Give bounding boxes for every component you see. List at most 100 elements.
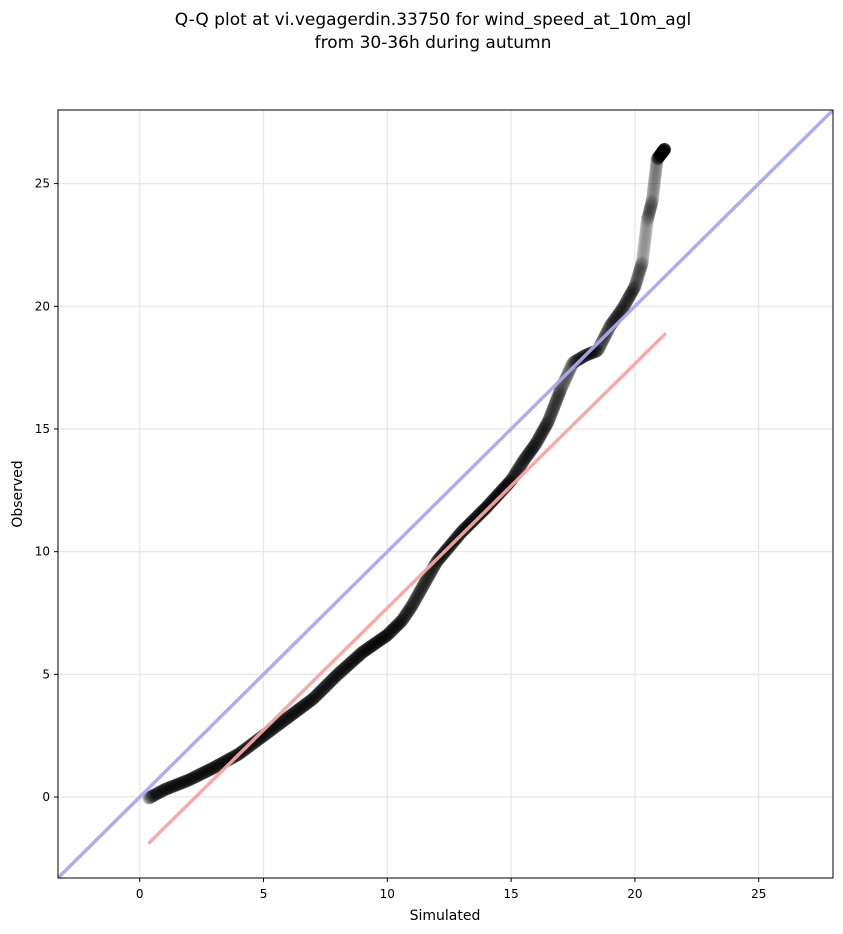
quantile-point — [416, 579, 430, 593]
quantile-point — [658, 143, 671, 156]
quantile-point — [627, 283, 640, 296]
quantile-point — [153, 785, 167, 799]
quantile-point — [626, 283, 640, 296]
quantile-point — [656, 146, 669, 159]
quantile-point — [633, 263, 647, 276]
quantile-point — [638, 232, 652, 245]
quantile-point — [648, 173, 661, 187]
quantile-point — [553, 384, 567, 399]
quantile-point — [474, 506, 488, 520]
quantile-point — [570, 354, 584, 367]
quantile-point — [545, 405, 559, 419]
quantile-point — [616, 302, 629, 316]
quantile-point — [203, 762, 217, 777]
quantile-point — [520, 448, 535, 462]
quantile-point — [472, 507, 487, 521]
quantile-point — [184, 772, 198, 786]
quantile-point — [355, 646, 369, 660]
quantile-point — [657, 144, 670, 157]
quantile-point — [528, 437, 542, 452]
quantile-point — [161, 781, 176, 795]
quantile-point — [482, 497, 497, 511]
quantile-point — [291, 703, 306, 717]
quantile-point — [269, 719, 284, 733]
quantile-point — [288, 705, 302, 720]
quantile-point — [394, 614, 408, 628]
quantile-point — [560, 371, 573, 384]
quantile-point — [619, 297, 632, 311]
quantile-point — [638, 235, 652, 248]
quantile-point — [631, 272, 644, 285]
quantile-point — [649, 169, 662, 182]
quantile-point — [649, 165, 662, 178]
x-tick-label-0: 0 — [136, 887, 144, 901]
quantile-point — [651, 152, 665, 165]
quantile-point — [639, 225, 653, 238]
quantile-point — [476, 504, 490, 518]
quantile-point — [540, 416, 554, 430]
quantile-point — [161, 781, 175, 795]
quantile-point — [369, 636, 383, 650]
quantile-point — [163, 780, 177, 794]
quantile-point — [361, 641, 375, 656]
quantile-point — [648, 171, 662, 185]
quantile-point — [614, 305, 627, 318]
quantile-point — [640, 217, 654, 231]
quantile-point — [524, 444, 538, 458]
quantile-point — [345, 654, 359, 668]
quantile-point — [202, 763, 216, 777]
quantile-point — [623, 289, 637, 302]
quantile-point — [658, 143, 671, 156]
quantile-point — [287, 706, 301, 720]
quantile-point — [472, 508, 486, 522]
quantile-point — [646, 193, 659, 207]
quantile-point — [294, 701, 308, 715]
quantile-point — [366, 638, 381, 652]
quantile-point — [364, 639, 378, 654]
quantile-point — [543, 410, 557, 424]
quantile-point — [195, 766, 210, 780]
quantile-point — [414, 583, 428, 597]
quantile-point — [147, 788, 161, 802]
x-tick-label-3: 15 — [503, 887, 518, 901]
quantile-point — [333, 665, 348, 679]
quantile-point — [407, 595, 421, 610]
quantile-point — [650, 159, 663, 173]
quantile-point — [485, 494, 499, 509]
quantile-point — [272, 717, 286, 731]
quantile-point — [465, 515, 479, 529]
quantile-point — [478, 502, 492, 516]
quantile-point — [601, 324, 615, 337]
quantile-point — [297, 698, 311, 713]
quantile-point — [372, 634, 386, 648]
quantile-point — [298, 698, 312, 712]
quantile-point — [636, 254, 649, 267]
quantile-point — [317, 680, 332, 695]
quantile-point — [189, 769, 203, 784]
quantile-point — [210, 759, 224, 773]
quantile-point — [478, 501, 493, 515]
quantile-point — [646, 191, 659, 204]
quantile-point — [647, 178, 661, 191]
quantile-point — [419, 574, 433, 588]
quantile-point — [516, 454, 530, 469]
quantile-point — [463, 517, 477, 531]
quantile-point — [622, 291, 635, 305]
quantile-point — [371, 635, 385, 649]
quantile-point — [325, 672, 340, 687]
quantile-point — [615, 304, 628, 317]
quantile-point — [303, 694, 317, 708]
quantile-point — [651, 151, 665, 165]
quantile-point — [348, 652, 362, 666]
quantile-point — [175, 776, 189, 790]
quantile-point — [531, 433, 545, 447]
quantile-point — [637, 244, 650, 257]
quantile-point — [469, 510, 483, 525]
quantile-point — [245, 737, 259, 752]
quantile-point — [207, 760, 221, 775]
quantile-point — [471, 509, 485, 523]
y-tick-label-0: 0 — [42, 790, 50, 804]
quantile-point — [387, 621, 401, 635]
quantile-point — [283, 709, 297, 723]
quantile-point — [454, 526, 468, 540]
